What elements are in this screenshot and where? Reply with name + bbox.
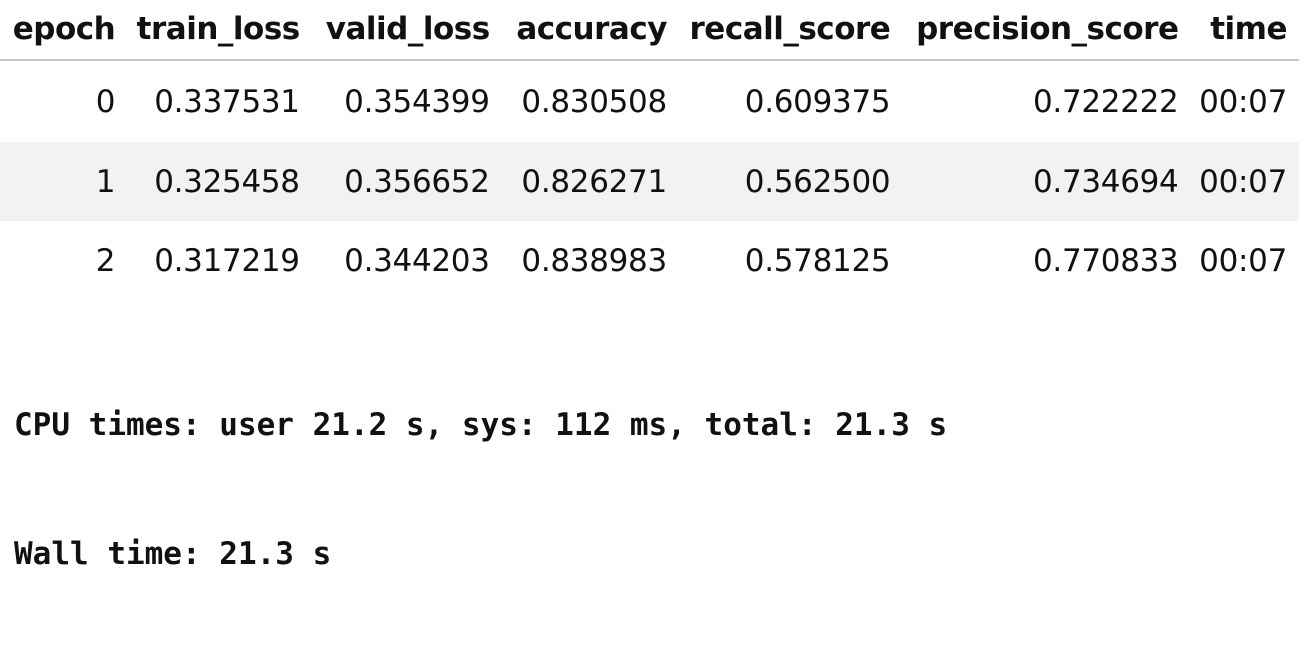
header-valid-loss: valid_loss <box>311 0 502 61</box>
header-train-loss: train_loss <box>127 0 312 61</box>
table-header: epoch train_loss valid_loss accuracy rec… <box>0 0 1299 61</box>
training-results-table: epoch train_loss valid_loss accuracy rec… <box>0 0 1299 300</box>
header-time: time <box>1190 0 1299 61</box>
header-recall-score: recall_score <box>678 0 903 61</box>
table-row: 2 0.317219 0.344203 0.838983 0.578125 0.… <box>0 221 1299 300</box>
cell-valid-loss: 0.354399 <box>344 83 490 120</box>
cpu-times-line: CPU times: user 21.2 s, sys: 112 ms, tot… <box>14 407 948 443</box>
cell-epoch: 0 <box>95 83 116 120</box>
cell-epoch: 2 <box>95 242 116 279</box>
notebook-cell-output: epoch train_loss valid_loss accuracy rec… <box>0 0 1299 572</box>
table-header-row: epoch train_loss valid_loss accuracy rec… <box>0 0 1299 61</box>
table-row: 1 0.325458 0.356652 0.826271 0.562500 0.… <box>0 142 1299 221</box>
cell-train-loss: 0.325458 <box>154 163 300 200</box>
cell-time: 00:07 <box>1199 163 1287 200</box>
cell-train-loss: 0.317219 <box>154 242 300 279</box>
cell-train-loss: 0.337531 <box>154 83 300 120</box>
cell-precision-score: 0.734694 <box>1032 163 1179 200</box>
cell-time: 00:07 <box>1199 242 1287 279</box>
cell-valid-loss: 0.344203 <box>344 242 490 279</box>
cell-recall-score: 0.609375 <box>744 83 891 120</box>
header-precision-score: precision_score <box>902 0 1191 61</box>
cell-epoch: 1 <box>95 163 116 200</box>
header-accuracy: accuracy <box>501 0 679 61</box>
cell-accuracy: 0.826271 <box>521 163 667 200</box>
cell-recall-score: 0.578125 <box>744 242 891 279</box>
cell-valid-loss: 0.356652 <box>344 163 490 200</box>
cell-time: 00:07 <box>1199 83 1287 120</box>
cell-accuracy: 0.830508 <box>521 83 667 120</box>
cell-recall-score: 0.562500 <box>744 163 891 200</box>
cell-precision-score: 0.722222 <box>1032 83 1179 120</box>
table-row: 0 0.337531 0.354399 0.830508 0.609375 0.… <box>0 60 1299 142</box>
wall-time-line: Wall time: 21.3 s <box>14 536 332 572</box>
cell-accuracy: 0.838983 <box>521 242 667 279</box>
header-epoch: epoch <box>0 0 128 61</box>
cell-precision-score: 0.770833 <box>1032 242 1179 279</box>
table-body: 0 0.337531 0.354399 0.830508 0.609375 0.… <box>0 60 1299 300</box>
console-output: CPU times: user 21.2 s, sys: 112 ms, tot… <box>14 318 947 662</box>
